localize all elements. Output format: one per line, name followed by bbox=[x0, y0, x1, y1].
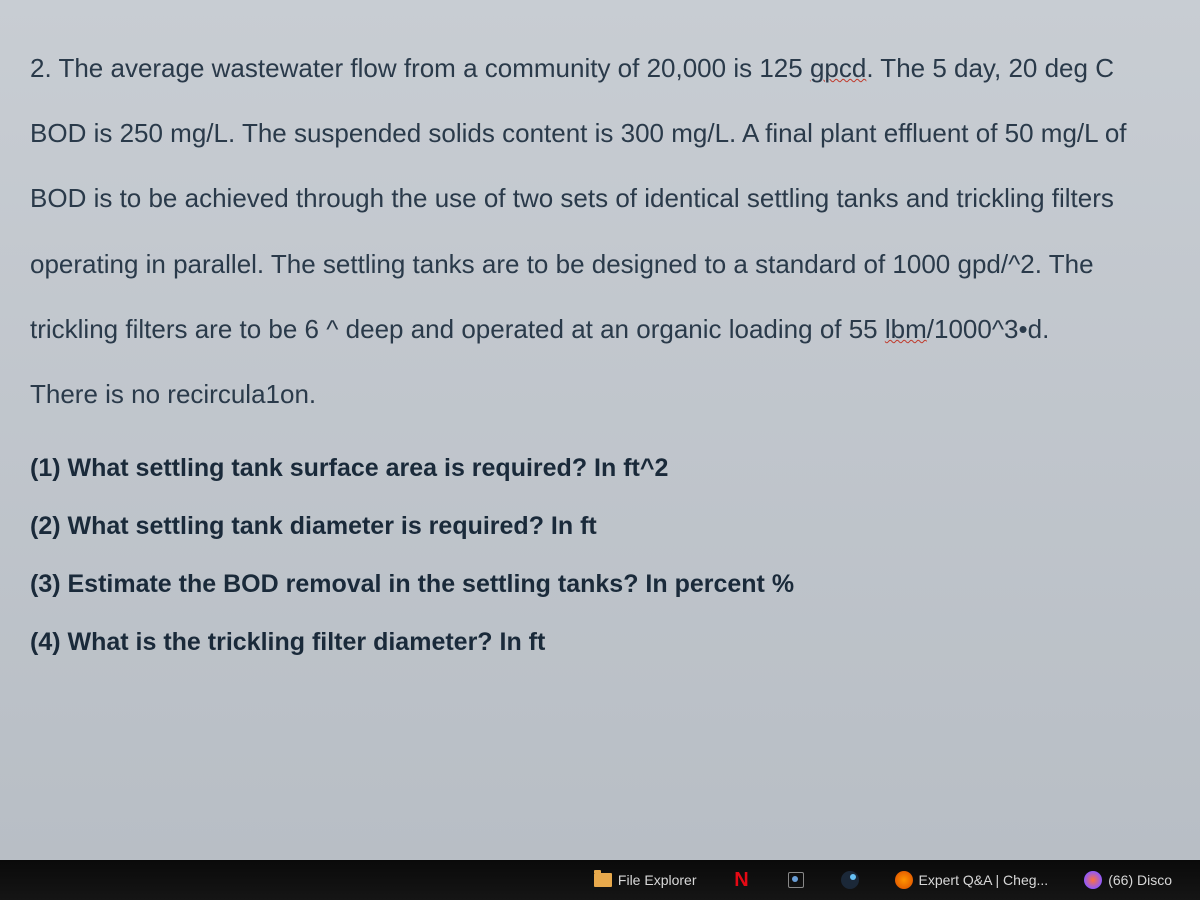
question-line-2: BOD is 250 mg/L. The suspended solids co… bbox=[30, 105, 1170, 162]
sub-question-2: (2) What settling tank diameter is requi… bbox=[30, 501, 1170, 551]
text-segment: /1000^3•d. bbox=[927, 314, 1050, 344]
firefox-icon bbox=[1084, 871, 1102, 889]
spellcheck-word-lbm: lbm bbox=[885, 314, 927, 344]
taskbar: File Explorer N Expert Q&A | Cheg... (66… bbox=[0, 860, 1200, 900]
sub-questions: (1) What settling tank surface area is r… bbox=[30, 443, 1170, 667]
question-body: 2. The average wastewater flow from a co… bbox=[30, 40, 1170, 423]
snip-icon bbox=[787, 871, 805, 889]
text-segment: The average wastewater flow from a commu… bbox=[58, 53, 809, 83]
question-line-5: trickling filters are to be 6 ^ deep and… bbox=[30, 301, 1170, 358]
taskbar-label: Expert Q&A | Cheg... bbox=[919, 872, 1049, 888]
firefox-icon bbox=[895, 871, 913, 889]
taskbar-netflix[interactable]: N bbox=[725, 867, 759, 893]
taskbar-label: (66) Disco bbox=[1108, 872, 1172, 888]
taskbar-steam[interactable] bbox=[833, 867, 867, 893]
taskbar-label: File Explorer bbox=[618, 872, 697, 888]
steam-icon bbox=[841, 871, 859, 889]
question-line-6: There is no recircula1on. bbox=[30, 366, 1170, 423]
netflix-icon: N bbox=[733, 871, 751, 889]
document-viewport: 2. The average wastewater flow from a co… bbox=[0, 0, 1200, 860]
taskbar-firefox-chegg[interactable]: Expert Q&A | Cheg... bbox=[887, 867, 1057, 893]
sub-question-1: (1) What settling tank surface area is r… bbox=[30, 443, 1170, 493]
question-line-3: BOD is to be achieved through the use of… bbox=[30, 170, 1170, 227]
sub-question-4: (4) What is the trickling filter diamete… bbox=[30, 617, 1170, 667]
text-segment: . The 5 day, 20 deg C bbox=[866, 53, 1114, 83]
folder-icon bbox=[594, 871, 612, 889]
spellcheck-word-gpcd: gpcd bbox=[810, 53, 866, 83]
text-segment: trickling filters are to be 6 ^ deep and… bbox=[30, 314, 885, 344]
question-number: 2. bbox=[30, 53, 52, 83]
question-line-4: operating in parallel. The settling tank… bbox=[30, 236, 1170, 293]
question-line-1: 2. The average wastewater flow from a co… bbox=[30, 40, 1170, 97]
taskbar-file-explorer[interactable]: File Explorer bbox=[586, 867, 705, 893]
taskbar-firefox-discord[interactable]: (66) Disco bbox=[1076, 867, 1180, 893]
taskbar-snipping-tool[interactable] bbox=[779, 867, 813, 893]
sub-question-3: (3) Estimate the BOD removal in the sett… bbox=[30, 559, 1170, 609]
